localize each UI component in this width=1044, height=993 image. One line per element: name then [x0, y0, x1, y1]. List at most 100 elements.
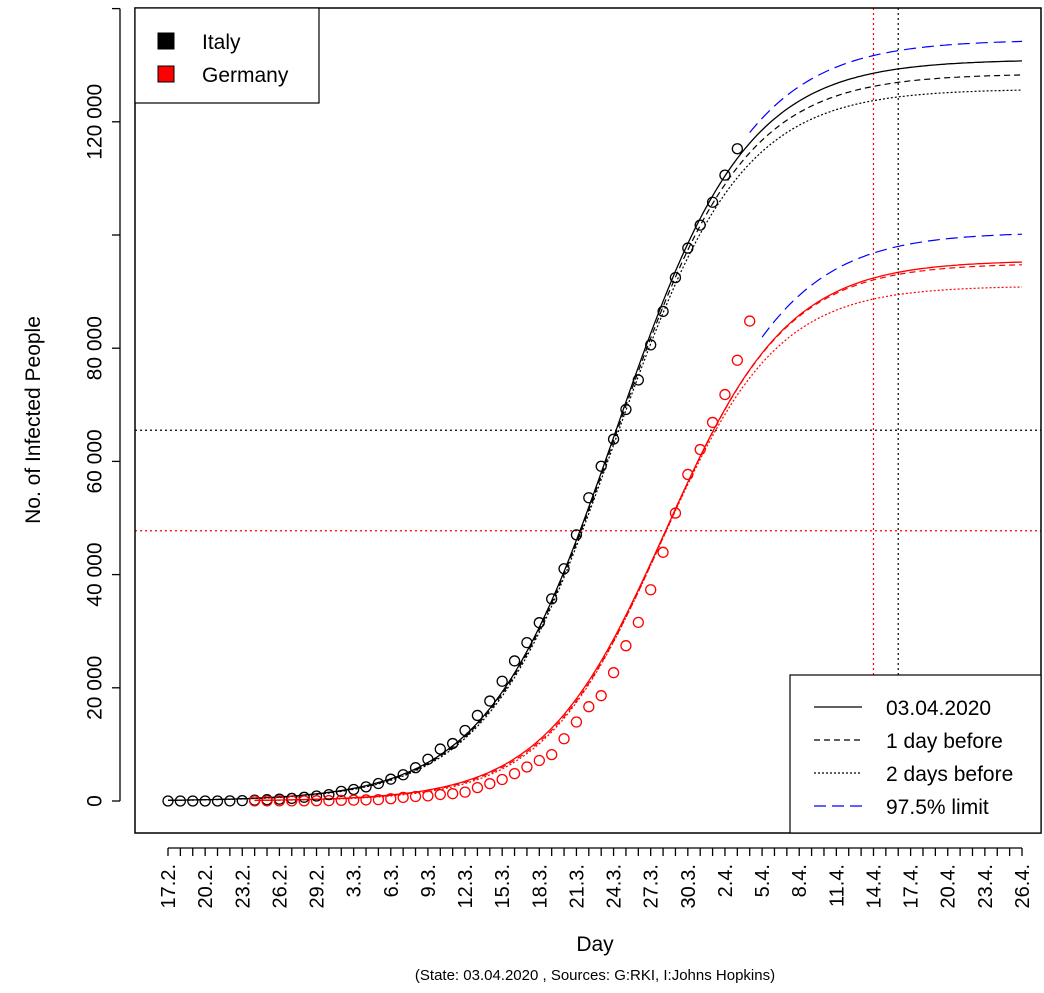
- point-italy: [471, 709, 484, 722]
- point-italy: [348, 783, 360, 796]
- x-tick-label: 23.4.: [975, 864, 997, 908]
- point-italy: [484, 695, 496, 707]
- point-italy: [236, 794, 248, 807]
- point-germany: [298, 795, 310, 807]
- point-italy: [682, 242, 694, 254]
- point-germany: [261, 795, 273, 807]
- point-italy: [298, 791, 310, 803]
- y-tick-label: 20 000: [84, 656, 107, 720]
- point-italy: [558, 563, 570, 575]
- point-italy: [546, 593, 558, 605]
- x-tick-label: 14.4.: [863, 864, 885, 908]
- legend-label-limit: 97.5% limit: [886, 796, 989, 819]
- point-germany: [607, 667, 620, 679]
- x-tick-label: 6.3.: [381, 864, 403, 897]
- point-italy: [447, 737, 459, 750]
- point-germany: [397, 791, 409, 804]
- x-tick-label: 3.3.: [344, 864, 366, 897]
- point-italy: [174, 795, 187, 807]
- limit-97-5-germany: [761, 233, 1023, 338]
- legend-swatch-germany: [157, 65, 175, 83]
- country-legend: Italy Germany: [134, 7, 320, 104]
- point-italy: [607, 433, 620, 445]
- y-axis-label: No. of Infected People: [22, 316, 45, 524]
- y-tick-label: 40 000: [84, 542, 107, 606]
- point-germany: [335, 794, 347, 806]
- legend-label-2-days: 2 days before: [886, 763, 1013, 786]
- limit-97-5-italy: [749, 40, 1023, 133]
- x-tick-label: 23.2.: [232, 864, 254, 908]
- point-germany: [447, 788, 459, 800]
- point-italy: [620, 403, 632, 416]
- observed-points: [162, 143, 756, 807]
- point-italy: [211, 795, 224, 807]
- point-italy: [706, 196, 719, 208]
- reference-lines: [135, 8, 1041, 833]
- point-germany: [273, 795, 286, 807]
- point-italy: [533, 617, 545, 629]
- point-germany: [620, 640, 632, 652]
- point-italy: [385, 773, 397, 785]
- point-germany: [632, 616, 644, 629]
- point-germany: [682, 468, 694, 481]
- point-italy: [409, 762, 422, 774]
- point-germany: [558, 733, 570, 745]
- x-tick-label: 9.3.: [418, 864, 440, 897]
- legend-label-germany: Germany: [202, 64, 289, 87]
- x-axis-label: Day: [576, 933, 614, 956]
- y-tick-label: 80 000: [84, 316, 107, 380]
- point-germany: [286, 795, 298, 807]
- point-italy: [162, 795, 174, 807]
- point-italy: [496, 675, 508, 687]
- legend-label-today: 03.04.2020: [886, 697, 991, 720]
- point-italy: [694, 219, 706, 231]
- point-italy: [657, 305, 669, 318]
- point-germany: [348, 794, 360, 806]
- x-tick-label: 20.2.: [195, 864, 217, 908]
- point-italy: [422, 753, 434, 765]
- point-italy: [632, 374, 644, 386]
- point-italy: [187, 795, 199, 807]
- point-italy: [199, 795, 211, 807]
- point-germany: [508, 767, 521, 780]
- point-germany: [657, 546, 669, 558]
- point-germany: [434, 788, 446, 801]
- point-italy: [719, 169, 731, 181]
- legend-swatch-italy: [157, 32, 175, 50]
- point-germany: [669, 507, 682, 519]
- point-germany: [471, 781, 484, 794]
- y-axis: 0 20 000 40 000 60 000 80 000 120 000: [84, 7, 121, 807]
- point-italy: [595, 460, 607, 472]
- point-italy: [459, 724, 471, 737]
- point-italy: [360, 781, 372, 793]
- point-italy: [372, 777, 385, 790]
- legend-label-italy: Italy: [202, 31, 241, 54]
- point-germany: [372, 793, 385, 806]
- fit-1-day-italy: [168, 74, 1022, 801]
- point-germany: [583, 701, 595, 713]
- point-germany: [533, 754, 545, 767]
- x-tick-label: 18.3.: [529, 864, 551, 908]
- point-italy: [521, 636, 533, 649]
- point-germany: [546, 748, 558, 761]
- point-germany: [323, 794, 335, 807]
- x-tick-label: 15.3.: [492, 864, 514, 908]
- x-tick-label: 5.4.: [752, 864, 774, 897]
- x-tick-label: 11.4.: [826, 864, 848, 907]
- point-germany: [706, 416, 719, 429]
- point-germany: [694, 443, 706, 456]
- x-tick-label: 2.4.: [715, 864, 737, 897]
- point-germany: [409, 790, 422, 803]
- fit-1-day-germany: [254, 264, 1022, 801]
- chart-caption: (State: 03.04.2020 , Sources: G:RKI, I:J…: [415, 967, 775, 984]
- x-tick-label: 21.3.: [566, 864, 588, 908]
- x-tick-label: 29.2.: [307, 864, 329, 908]
- point-germany: [595, 690, 607, 702]
- x-tick-label: 12.3.: [455, 864, 477, 908]
- point-germany: [484, 778, 496, 790]
- point-italy: [669, 271, 682, 284]
- fit-today-germany: [254, 261, 1023, 801]
- line-legend-box: [789, 674, 1042, 834]
